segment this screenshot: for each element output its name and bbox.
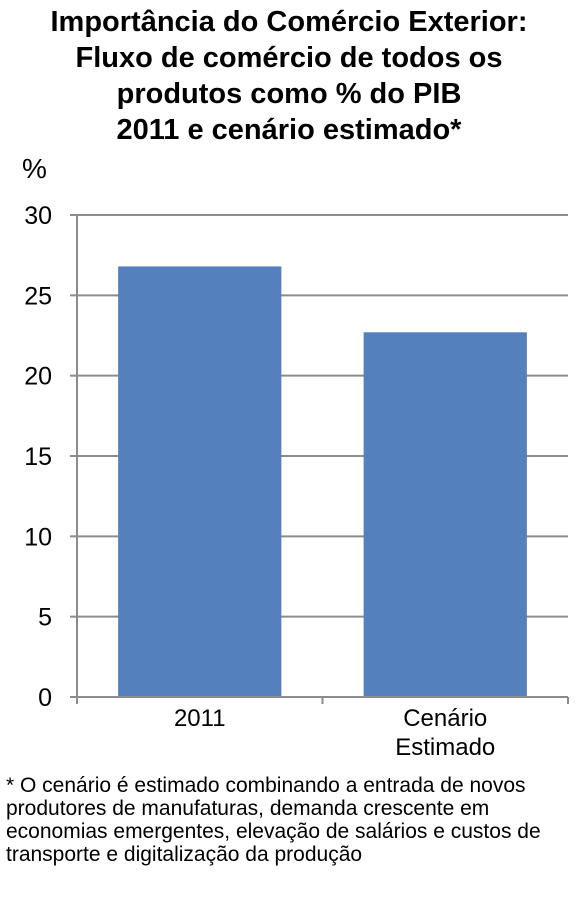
y-tick-labels: 0 5 10 15 20 25 30 — [24, 202, 52, 712]
title-line-4: 2011 e cenário estimado* — [116, 114, 462, 146]
y-tick-label: 0 — [38, 684, 52, 712]
title-line-1: Importância do Comércio Exterior: — [50, 6, 528, 38]
x-tick-label: Cenário Estimado — [395, 705, 495, 761]
y-axis-label: % — [22, 153, 47, 184]
y-tick-label: 10 — [24, 523, 52, 551]
chart-title: Importância do Comércio Exterior: Fluxo … — [0, 4, 578, 148]
x-tick-label: 2011 — [174, 705, 226, 732]
title-line-3: produtos como % do PIB — [116, 78, 462, 110]
bar — [118, 266, 282, 697]
y-tick-label: 25 — [24, 282, 52, 310]
bar-chart: % 0 5 10 15 20 25 30 2011 Cenário Estimado — [22, 153, 569, 761]
footnote: * O cenário é estimado combinando a entr… — [6, 774, 541, 866]
y-tick-label: 20 — [24, 363, 52, 391]
y-tick-label: 5 — [38, 604, 52, 632]
x-tick-labels: 2011 Cenário Estimado — [174, 705, 495, 761]
y-tick-label: 30 — [24, 202, 52, 230]
y-tick-label: 15 — [24, 443, 52, 471]
bars — [118, 266, 527, 697]
bar — [363, 332, 527, 697]
title-line-2: Fluxo de comércio de todos os — [75, 42, 503, 74]
axes — [70, 214, 569, 704]
